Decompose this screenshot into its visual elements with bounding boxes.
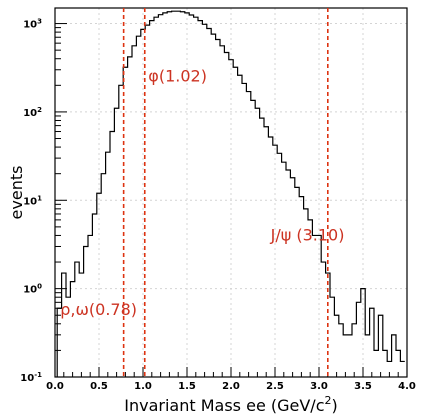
y-tick-exponent: 1: [37, 194, 42, 202]
x-tick-label: 0.5: [90, 381, 108, 392]
y-tick-base: 10: [23, 285, 37, 296]
y-tick-exponent: -1: [34, 371, 42, 379]
x-tick-label: 3.5: [354, 381, 372, 392]
resonance-label: J/ψ (3.10): [270, 226, 345, 245]
x-tick-label: 3.0: [310, 381, 328, 392]
y-tick-exponent: 3: [37, 18, 42, 26]
y-tick-label: 101: [23, 194, 42, 207]
x-axis: 0.0 0.5 1.0 1.5 2.0 2.5 3.0 3.5 4.0: [46, 367, 416, 392]
x-tick-label: 0.0: [46, 381, 64, 392]
x-tick-label: 1.5: [178, 381, 196, 392]
x-tick-label: 2.5: [266, 381, 284, 392]
y-tick-base: 10: [20, 373, 34, 384]
y-tick-base: 10: [23, 196, 37, 207]
y-tick-exponent: 0: [37, 283, 42, 291]
x-axis-title-main: Invariant Mass ee (GeV/c: [124, 396, 324, 415]
x-tick-label: 4.0: [398, 381, 416, 392]
resonance-label: φ(1.02): [148, 67, 207, 86]
x-axis-title-end: ): [331, 396, 337, 415]
x-tick-label: 2.0: [222, 381, 240, 392]
x-axis-title-sup: 2: [324, 394, 331, 407]
y-tick-base: 10: [23, 108, 37, 119]
y-tick-label: 103: [23, 18, 42, 31]
y-tick-label: 10-1: [20, 371, 42, 384]
y-tick-label: 100: [23, 283, 42, 296]
y-tick-label: 102: [23, 106, 42, 119]
x-axis-title: Invariant Mass ee (GeV/c2): [124, 394, 337, 415]
grid: [54, 8, 408, 378]
y-axis-title: events: [7, 166, 26, 220]
resonance-label: ρ,ω(0.78): [60, 300, 137, 319]
histogram-series: [56, 10, 405, 377]
x-tick-label: 1.0: [134, 381, 152, 392]
resonance-markers: ρ,ω(0.78) φ(1.02) J/ψ (3.10): [60, 8, 344, 377]
y-tick-base: 10: [23, 20, 37, 31]
y-tick-exponent: 2: [37, 106, 42, 114]
